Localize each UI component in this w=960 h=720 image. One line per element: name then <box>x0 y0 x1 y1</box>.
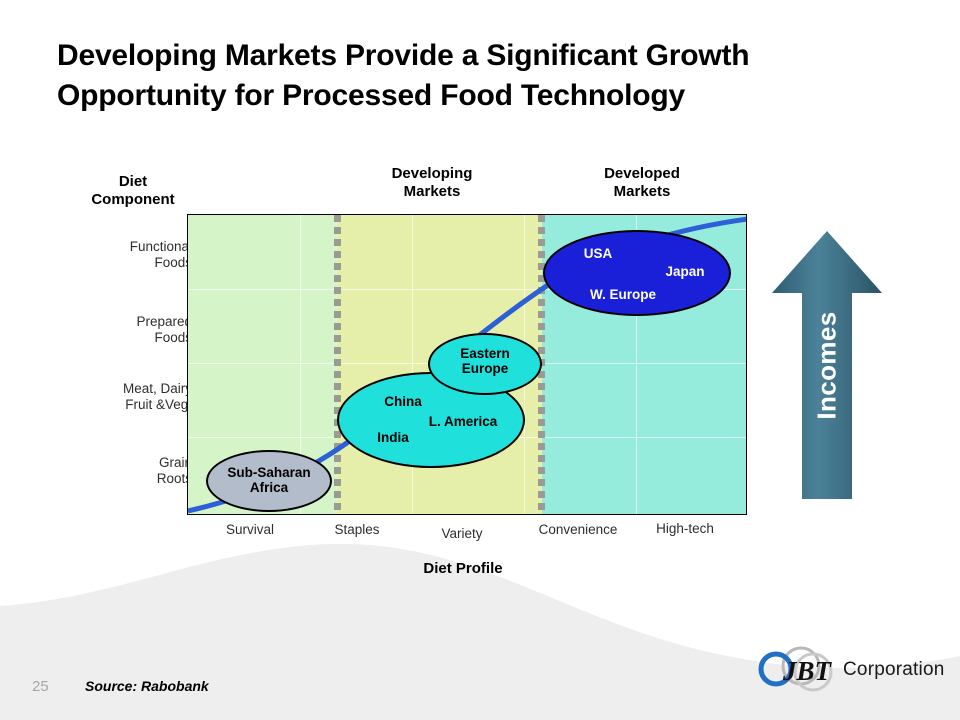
gridline-horizontal <box>188 289 746 290</box>
y-axis-title-line1: Diet <box>118 173 148 190</box>
bubble-label-china: China <box>384 394 422 409</box>
y-axis-title: Diet Component <box>82 173 184 210</box>
bubble-label-line2: Europe <box>461 360 509 376</box>
y-tick-functional-foods-line1: Functional <box>129 239 192 254</box>
bubble-sub-saharan-africa[interactable]: Sub-Saharan Africa <box>206 450 332 512</box>
x-tick-high-tech: High-tech <box>656 521 714 536</box>
y-tick-meat-dairy-line1: Meat, Dairy <box>122 381 192 396</box>
column-header-developing-line1: Developing <box>391 165 473 182</box>
y-tick-grain-roots-line1: Grain <box>158 455 192 470</box>
x-tick-staples: Staples <box>334 522 380 537</box>
bubble-eastern-europe-label: Eastern Europe <box>430 346 540 376</box>
logo-wordmark: Corporation <box>843 659 945 680</box>
bubble-sub-saharan-africa-label: Sub-Saharan Africa <box>208 465 330 495</box>
y-tick-grain-roots-line2: Roots <box>156 471 192 487</box>
bubble-label-india: India <box>377 430 409 445</box>
x-tick-variety: Variety <box>441 526 483 541</box>
chart-plot-area: Sub-Saharan Africa China India L. Americ… <box>187 214 747 515</box>
bubble-eastern-europe[interactable]: Eastern Europe <box>428 333 542 395</box>
incomes-up-arrow-icon <box>772 231 882 499</box>
page-number: 25 <box>32 678 49 695</box>
source-note: Source: Rabobank <box>85 678 209 694</box>
y-tick-grain-roots: Grain Roots <box>42 455 192 487</box>
bubble-developed-markets[interactable]: USA Japan W. Europe <box>543 230 731 316</box>
gridline-vertical <box>300 215 301 514</box>
gridline-vertical <box>636 215 637 514</box>
bubble-label-latin-america: L. America <box>428 414 498 429</box>
y-tick-prepared-foods-line2: Foods <box>154 330 192 346</box>
column-header-developing-markets: Developing Markets <box>357 165 507 202</box>
bubble-label-line1: Sub-Saharan <box>227 465 311 480</box>
gridline-vertical <box>412 215 413 514</box>
y-axis-title-line2: Component <box>91 191 175 209</box>
page-title: Developing Markets Provide a Significant… <box>57 39 750 112</box>
bubble-label-line2: Africa <box>249 479 289 495</box>
column-header-developed-line2: Markets <box>613 183 671 201</box>
bubble-label-japan: Japan <box>665 264 705 279</box>
y-tick-meat-dairy: Meat, Dairy Fruit &Veg. <box>42 381 192 413</box>
y-tick-prepared-foods: Prepared Foods <box>42 314 192 346</box>
column-header-developing-line2: Markets <box>403 183 461 201</box>
column-header-developed-line1: Developed <box>604 165 680 182</box>
jbt-logo-icon: JBT <box>758 646 833 692</box>
bubble-label-line1: Eastern <box>460 346 510 361</box>
y-tick-prepared-foods-line1: Prepared <box>136 314 192 329</box>
x-tick-survival: Survival <box>225 522 274 537</box>
x-tick-convenience: Convenience <box>538 522 618 537</box>
column-header-developed-markets: Developed Markets <box>570 165 714 202</box>
y-tick-functional-foods: Functional Foods <box>42 239 192 271</box>
svg-text:JBT: JBT <box>782 656 833 686</box>
bubble-label-w-europe: W. Europe <box>589 287 656 302</box>
x-axis-title: Diet Profile <box>423 560 503 577</box>
y-tick-meat-dairy-line2: Fruit &Veg. <box>125 397 192 413</box>
bubble-label-usa: USA <box>583 246 613 261</box>
band-divider-developing-start <box>334 215 341 514</box>
y-tick-functional-foods-line2: Foods <box>154 255 192 271</box>
